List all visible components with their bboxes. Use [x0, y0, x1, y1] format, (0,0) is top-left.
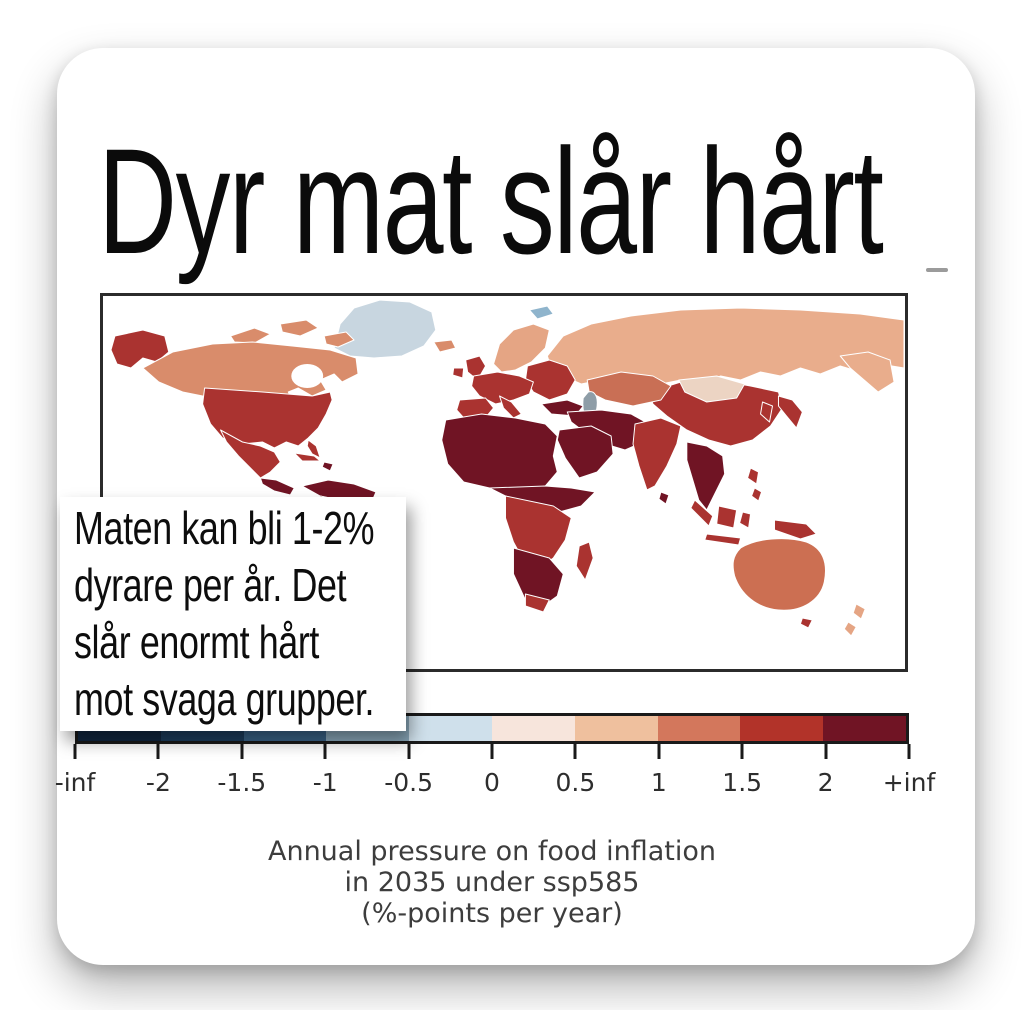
- caption-line-1: Annual pressure on food inflation: [267, 836, 716, 867]
- region-java: [704, 533, 742, 546]
- region-canadian-arctic: [279, 319, 319, 337]
- colorbar-tick-label: 2: [817, 768, 834, 797]
- region-philippines: [751, 487, 763, 502]
- colorbar-segment: [574, 716, 658, 741]
- region-russia: [546, 307, 905, 385]
- region-new-guinea: [773, 519, 817, 540]
- colorbar-tick-label: -inf: [54, 768, 96, 797]
- hudson-bay: [291, 364, 324, 388]
- region-south-africa-tip: [524, 593, 550, 613]
- region-scandinavia: [493, 323, 550, 373]
- region-western-europe: [471, 371, 534, 405]
- page-title: Dyr mat slår hårt: [98, 117, 884, 285]
- colorbar-segment: [740, 716, 824, 741]
- region-sri-lanka: [658, 491, 670, 505]
- region-usa: [202, 387, 333, 449]
- colorbar-tickmark: [573, 744, 577, 759]
- region-mongolia: [678, 375, 746, 403]
- quote-line-2: dyrare per år. Det: [74, 559, 347, 611]
- region-ireland: [452, 367, 465, 379]
- colorbar-tick-label: -0.5: [384, 768, 433, 797]
- colorbar-tickmark: [740, 744, 744, 759]
- region-florida: [306, 439, 321, 459]
- colorbar-tickmark: [490, 744, 494, 759]
- region-tasmania: [799, 617, 813, 629]
- region-india: [632, 417, 682, 491]
- region-canadian-arctic: [230, 327, 271, 344]
- colorbar-tickmark: [824, 744, 828, 759]
- region-mainland-southeast-asia: [686, 441, 726, 511]
- colorbar-segment: [409, 716, 492, 741]
- region-alaska: [110, 329, 170, 369]
- region-canadian-arctic: [323, 331, 355, 348]
- colorbar-tick-label: 0.5: [555, 768, 596, 797]
- region-hispaniola: [321, 461, 334, 472]
- region-russia-far-east: [839, 351, 895, 393]
- region-new-zealand: [852, 603, 866, 620]
- colorbar-tickmark: [657, 744, 661, 759]
- colorbar-tickmark: [407, 744, 411, 759]
- region-korea: [760, 401, 773, 423]
- region-north-africa: [441, 413, 558, 493]
- colorbar-tick-label: -1: [312, 768, 338, 797]
- colorbar-tick-label: 0: [484, 768, 500, 797]
- colorbar-tick-label: -2: [145, 768, 171, 797]
- caption-line-3: (%-points per year): [361, 898, 623, 929]
- colorbar-tick-label: -1.5: [217, 768, 267, 797]
- region-iceland: [433, 339, 457, 353]
- colorbar-tickmark: [323, 744, 327, 759]
- region-borneo: [716, 505, 738, 529]
- crop-artifact-dash: [926, 268, 948, 272]
- region-sumatra: [690, 499, 714, 527]
- colorbar-tick-label: +inf: [882, 768, 936, 797]
- quote-line-3: slår enormt hårt: [74, 616, 320, 668]
- region-japan: [777, 395, 803, 429]
- colorbar-segment: [823, 716, 906, 741]
- region-italy: [499, 395, 522, 419]
- region-arabia: [556, 425, 614, 479]
- region-new-zealand: [843, 621, 857, 637]
- caption-line-2: in 2035 under ssp585: [344, 867, 640, 898]
- colorbar-tickmark: [907, 744, 911, 759]
- region-sulawesi: [739, 511, 752, 529]
- quote-overlay: Maten kan bli 1-2% dyrare per år. Det sl…: [60, 497, 406, 731]
- region-uk: [465, 355, 487, 381]
- colorbar-tickmark: [73, 744, 77, 759]
- region-greenland: [333, 299, 437, 359]
- colorbar-tick-label: 1: [650, 768, 667, 797]
- region-central-america: [259, 477, 295, 496]
- region-cuba: [293, 452, 321, 462]
- region-australia: [732, 538, 826, 611]
- infographic-card: Dyr mat slår hårt: [55, 48, 975, 965]
- region-southern-africa: [512, 547, 564, 607]
- colorbar-tickmark: [240, 744, 244, 759]
- region-eastern-europe: [524, 359, 576, 401]
- quote-line-1: Maten kan bli 1-2%: [74, 502, 375, 554]
- region-madagascar: [575, 541, 594, 581]
- colorbar-segment: [657, 716, 741, 741]
- colorbar: [75, 713, 909, 744]
- region-philippines: [747, 467, 760, 485]
- region-svalbard: [528, 305, 554, 320]
- colorbar-tick-label: 1.5: [722, 768, 763, 797]
- colorbar-ticks: -inf -2 -1.5 -1 -0.5 0 0.5 1 1.5 2 +inf: [55, 744, 935, 814]
- chart-caption: Annual pressure on food inflation in 203…: [75, 836, 909, 929]
- colorbar-segment: [491, 716, 575, 741]
- quote-line-4: mot svaga grupper.: [74, 673, 375, 725]
- colorbar-tickmark: [156, 744, 160, 759]
- region-mexico: [220, 429, 281, 479]
